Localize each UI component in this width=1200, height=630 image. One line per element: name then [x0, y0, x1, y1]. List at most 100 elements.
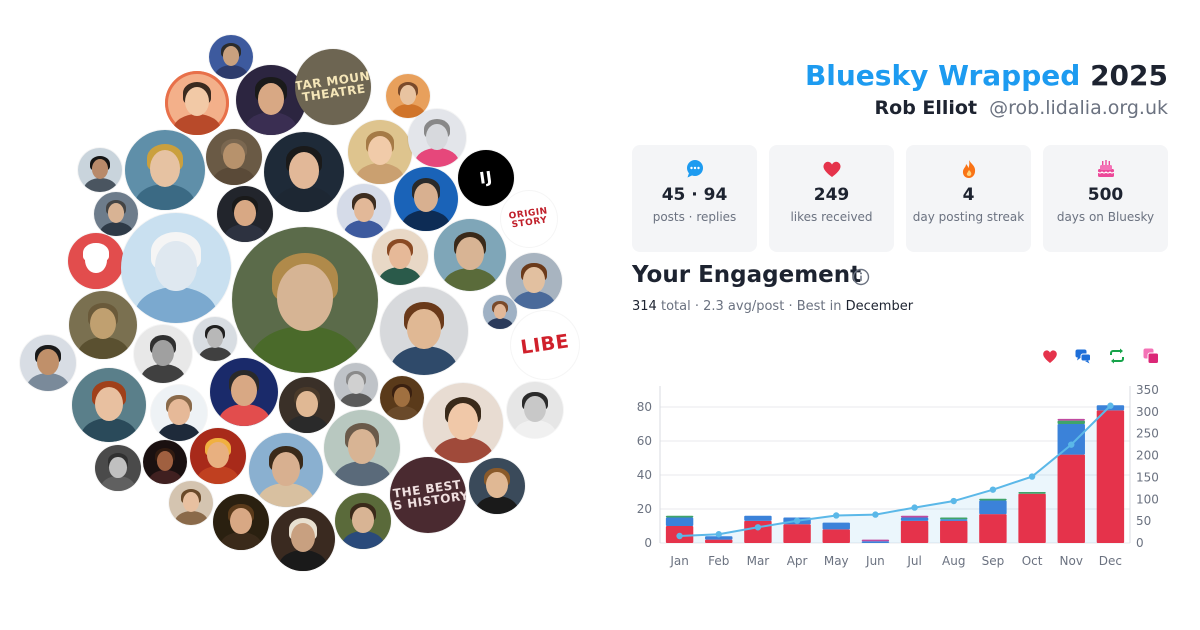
separator: · [694, 299, 699, 314]
stat-card-likes: 249 likes received [769, 145, 894, 252]
avatar[interactable] [72, 368, 146, 442]
bar-segment [940, 517, 968, 520]
user-handle[interactable]: @rob.lidalia.org.uk [989, 97, 1168, 119]
x-tick-label: Oct [1022, 554, 1043, 568]
avatar-label: IJ [478, 167, 494, 188]
avatar[interactable] [68, 233, 124, 289]
avatar[interactable] [264, 132, 344, 212]
avatar[interactable] [372, 229, 428, 285]
engagement-chart: 0 20 40 60 80 0 50 100 150 200 250 300 350 Jan Feb Mar A… [637, 383, 1159, 568]
x-tick-label: Jun [865, 554, 885, 568]
info-icon[interactable] [852, 268, 870, 286]
bar-segment [1018, 493, 1046, 543]
avatar[interactable] [94, 192, 138, 236]
avatar[interactable] [190, 428, 246, 484]
avatar[interactable] [335, 493, 391, 549]
avatar[interactable] [386, 74, 430, 118]
avatar[interactable] [348, 120, 412, 184]
avatar[interactable] [408, 109, 466, 167]
y-left-tick-label: 60 [637, 434, 652, 448]
cumulative-point [911, 504, 918, 511]
cumulative-point [715, 531, 722, 538]
avatar[interactable] [125, 130, 205, 210]
avatar[interactable] [213, 494, 269, 550]
bar-segment [822, 522, 850, 530]
page-title: Bluesky Wrapped 2025 [805, 58, 1168, 94]
avatar[interactable] [337, 184, 391, 238]
avatar[interactable] [249, 433, 323, 507]
avatar[interactable] [151, 385, 207, 441]
bar-segment [940, 519, 968, 521]
avatar[interactable] [279, 377, 335, 433]
cake-icon [1097, 160, 1114, 177]
y-left-tick-label: 40 [637, 468, 652, 482]
avatar[interactable] [165, 71, 229, 135]
avatar[interactable] [169, 481, 213, 525]
avatar[interactable] [506, 253, 562, 309]
heart-icon[interactable] [1041, 347, 1059, 365]
engagement-average: 2.3 avg/post [703, 299, 785, 314]
year-title: 2025 [1090, 59, 1168, 92]
avatar[interactable] [507, 382, 563, 438]
avatar[interactable] [143, 440, 187, 484]
stat-value: 249 [813, 185, 850, 205]
avatar[interactable] [380, 376, 424, 420]
y-right-tick-label: 100 [1136, 492, 1159, 506]
cumulative-point [1028, 473, 1036, 480]
stat-card-streak: 4 day posting streak [906, 145, 1031, 252]
reply-icon[interactable] [1074, 347, 1092, 365]
avatar[interactable]: STAR MOUNT THEATRE [295, 49, 371, 125]
avatar[interactable] [193, 317, 237, 361]
stat-label: days on Bluesky [1056, 210, 1155, 224]
avatar[interactable] [394, 167, 458, 231]
avatar[interactable]: IJ [458, 150, 514, 206]
avatar[interactable] [20, 335, 76, 391]
bar-segment [665, 517, 694, 526]
avatar[interactable] [121, 213, 231, 323]
avatar[interactable]: ORIGIN STORY [501, 191, 557, 247]
bar-segment [900, 515, 929, 518]
x-tick-label: Jan [669, 554, 689, 568]
avatar[interactable] [271, 507, 335, 571]
bar-segment [1018, 492, 1046, 494]
avatar[interactable]: THE BEST IS HISTORY [390, 457, 466, 533]
header: Bluesky Wrapped 2025 Rob Elliot @rob.lid… [805, 58, 1168, 122]
avatar[interactable] [469, 458, 525, 514]
cumulative-point [1107, 402, 1114, 409]
cumulative-point [1068, 441, 1075, 448]
avatar[interactable] [210, 358, 278, 426]
cumulative-point [793, 517, 801, 524]
bar-segment [940, 520, 968, 543]
avatar[interactable] [69, 291, 137, 359]
y-left-tick-label: 0 [644, 536, 652, 550]
avatar[interactable] [380, 287, 468, 375]
avatar[interactable]: LIBE [511, 311, 579, 379]
cumulative-point [989, 486, 997, 493]
avatar[interactable] [217, 186, 273, 242]
best-month-prefix: Best in [796, 299, 842, 314]
avatar[interactable] [95, 445, 141, 491]
avatar[interactable] [236, 65, 306, 135]
bar-segment [979, 500, 1007, 515]
x-tick-label: Feb [708, 554, 729, 568]
avatar[interactable] [232, 227, 378, 373]
y-right-tick-label: 300 [1136, 405, 1159, 419]
x-tick-label: May [824, 554, 849, 568]
bar-segment [1057, 420, 1085, 424]
avatar[interactable] [423, 383, 503, 463]
avatar[interactable] [206, 129, 262, 185]
avatar[interactable] [324, 410, 400, 486]
avatar[interactable] [134, 325, 192, 383]
repost-icon[interactable] [1108, 347, 1126, 365]
flame-icon [962, 160, 975, 178]
avatar[interactable] [483, 295, 517, 329]
avatar[interactable] [434, 219, 506, 291]
avatar[interactable] [209, 35, 253, 79]
avatar[interactable] [334, 363, 378, 407]
y-right-tick-label: 250 [1136, 427, 1159, 441]
display-name: Rob Elliot [874, 97, 978, 119]
avatar[interactable] [78, 148, 122, 192]
bar-segment [861, 541, 890, 543]
quote-icon[interactable] [1142, 347, 1160, 365]
bar-segment [979, 498, 1007, 501]
